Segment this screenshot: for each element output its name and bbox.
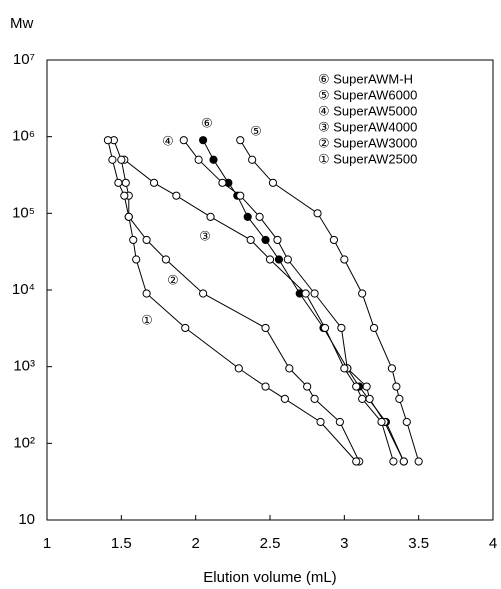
data-point: [142, 235, 151, 245]
data-point: [387, 364, 397, 373]
data-point: [337, 323, 346, 333]
data-point: [329, 235, 339, 245]
data-point: [124, 212, 133, 221]
data-point: [352, 457, 361, 466]
data-point: [117, 155, 126, 164]
x-tick-label: 2.5: [260, 535, 281, 552]
y-tick-label: 10²: [13, 434, 35, 451]
x-tick-label: 1: [43, 535, 51, 552]
data-point: [161, 255, 171, 264]
curve-label: ②: [167, 272, 179, 287]
data-point: [246, 235, 255, 245]
data-point: [399, 457, 408, 466]
data-point: [261, 382, 270, 391]
curve-label: ④: [162, 133, 174, 148]
data-point: [261, 323, 270, 333]
data-point: [261, 235, 270, 245]
y-tick-label: 10⁵: [12, 204, 35, 221]
data-point: [199, 136, 208, 145]
data-point: [414, 457, 423, 466]
data-point: [362, 382, 371, 391]
data-point: [395, 394, 404, 403]
data-point: [310, 289, 319, 298]
data-point: [181, 323, 190, 333]
data-point: [236, 191, 245, 200]
data-point: [285, 364, 294, 373]
series-line: [123, 159, 394, 462]
data-point: [132, 255, 141, 264]
data-point: [114, 178, 123, 187]
data-point: [316, 417, 325, 427]
legend-entry: ⑥ SuperAWM-H: [318, 71, 413, 86]
x-tick-label: 4: [489, 535, 497, 552]
x-tick-label: 2: [191, 535, 199, 552]
plot-frame: [46, 59, 494, 521]
y-tick-label: 10: [18, 511, 35, 528]
data-point: [273, 235, 282, 245]
data-point: [172, 191, 181, 200]
data-point: [313, 209, 322, 218]
series-line: [239, 139, 420, 462]
series-line: [113, 140, 360, 462]
data-point: [283, 255, 292, 264]
data-point: [243, 212, 252, 221]
curve-label: ③: [199, 228, 211, 243]
y-tick-label: 10⁴: [12, 281, 35, 298]
data-point: [234, 364, 243, 373]
y-tick-label: 10³: [13, 358, 35, 375]
data-point: [377, 417, 386, 427]
data-point: [301, 289, 310, 298]
x-tick-label: 3.5: [408, 535, 429, 552]
data-point: [129, 235, 138, 245]
data-point: [352, 382, 361, 391]
data-point: [248, 155, 257, 164]
y-tick-label: 10⁷: [13, 51, 35, 68]
data-point: [255, 212, 264, 221]
data-point: [179, 136, 188, 145]
data-point: [402, 417, 411, 427]
legend-entry: ① SuperAW2500: [318, 151, 417, 166]
curve-label: ⑤: [250, 123, 262, 138]
curve-label: ①: [141, 312, 153, 327]
x-tick-label: 1.5: [111, 535, 132, 552]
data-point: [218, 178, 227, 187]
y-tick-label: 10⁶: [12, 128, 35, 145]
data-point: [236, 136, 245, 145]
data-point: [369, 323, 379, 333]
data-point: [209, 155, 218, 164]
data-point: [335, 417, 344, 427]
data-point: [303, 382, 312, 391]
legend-entry: ⑤ SuperAW6000: [318, 87, 417, 102]
data-point: [199, 289, 208, 298]
data-point: [358, 289, 367, 298]
data-point: [268, 178, 278, 187]
data-point: [392, 382, 401, 391]
data-point: [389, 457, 398, 466]
curve-label: ⑥: [201, 115, 213, 130]
legend-entry: ③ SuperAW4000: [318, 119, 417, 134]
data-point: [310, 394, 319, 403]
x-tick-label: 3: [340, 535, 348, 552]
data-point: [320, 323, 330, 333]
data-point: [194, 155, 203, 164]
data-point: [358, 394, 367, 403]
chart-title: Mw: [10, 15, 33, 32]
data-point: [365, 394, 374, 403]
legend-entry: ② SuperAW3000: [318, 135, 417, 150]
data-point: [103, 136, 113, 145]
data-point: [142, 289, 151, 298]
data-point: [280, 394, 289, 403]
data-point: [340, 364, 349, 373]
x-axis-title: Elution volume (mL): [203, 569, 336, 586]
data-point: [149, 178, 159, 187]
data-point: [108, 155, 117, 164]
data-point: [265, 255, 275, 264]
data-point: [121, 178, 130, 187]
data-point: [120, 191, 129, 200]
data-point: [340, 255, 349, 264]
data-point: [274, 255, 284, 264]
data-point: [206, 212, 215, 221]
legend-entry: ④ SuperAW5000: [318, 103, 417, 118]
